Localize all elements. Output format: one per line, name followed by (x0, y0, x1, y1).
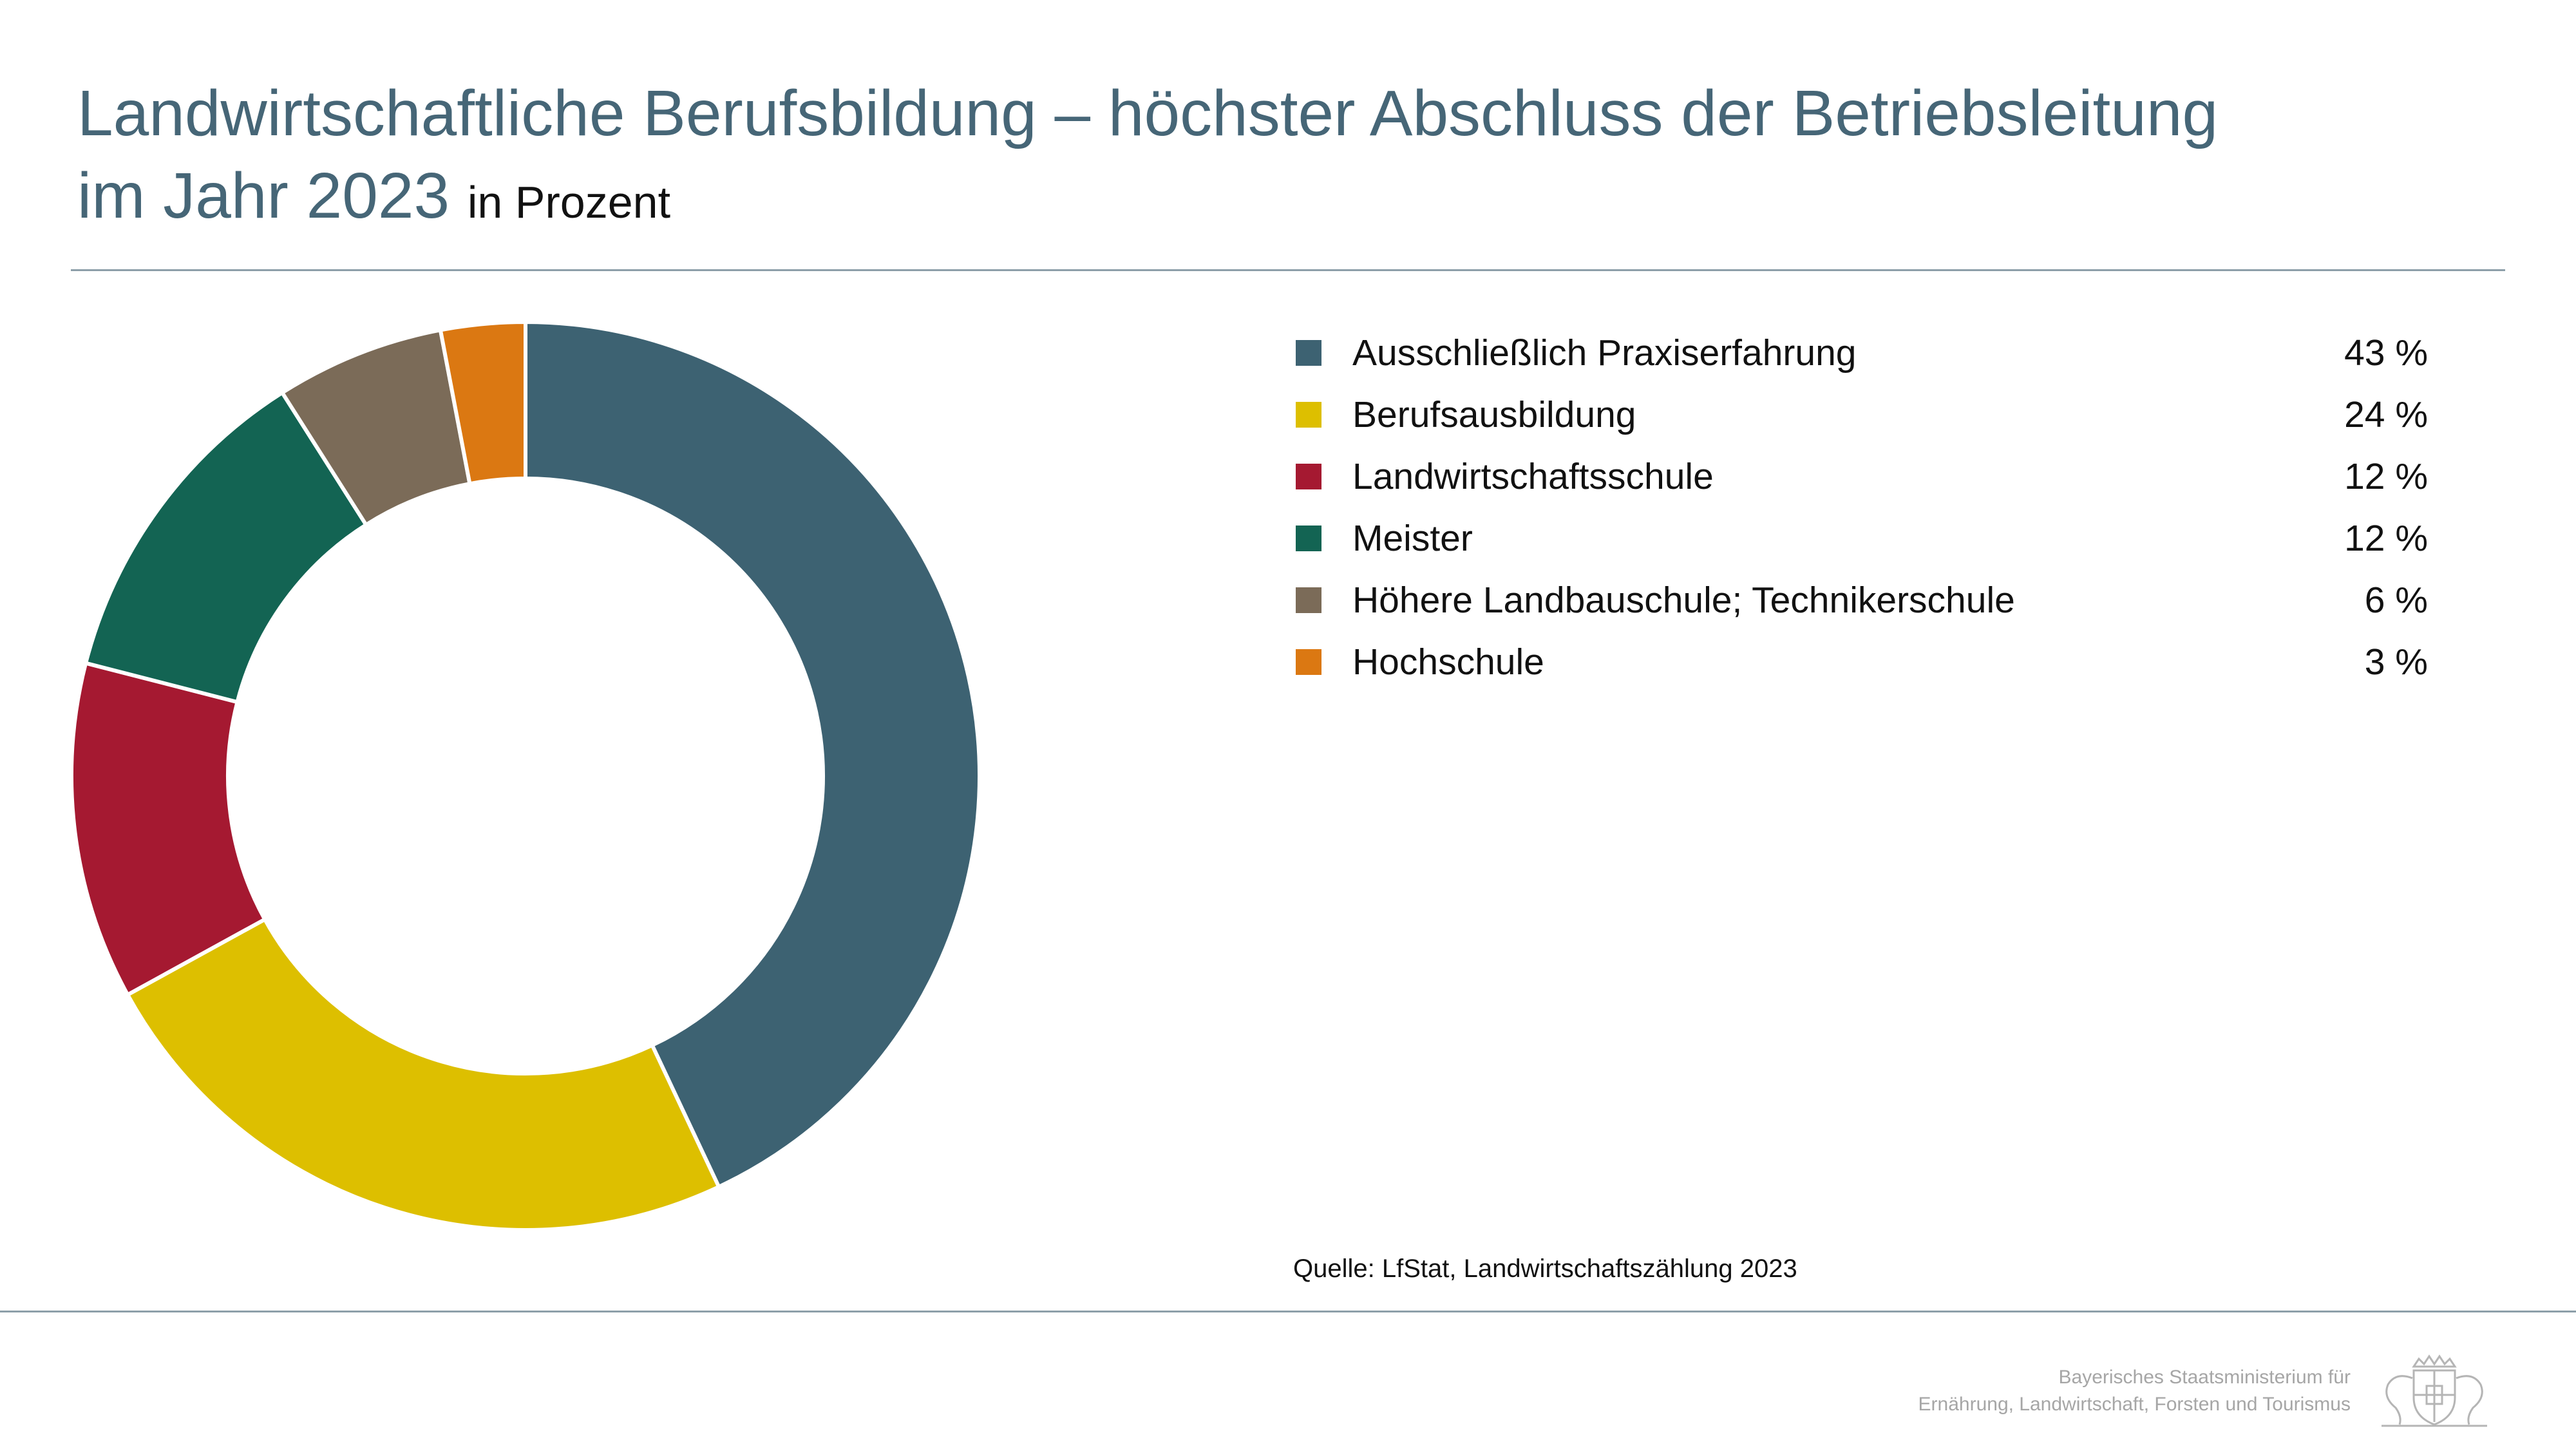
ministry-line2: Ernährung, Landwirtschaft, Forsten und T… (1918, 1394, 2351, 1415)
legend-item: Hochschule 3 % (1294, 631, 2428, 693)
donut-slice-1 (524, 320, 981, 1189)
legend-swatch (1296, 402, 1321, 428)
legend-label: Höhere Landbauschule; Technikerschule (1352, 580, 2015, 621)
legend-swatch (1296, 649, 1321, 675)
legend-swatch (1296, 587, 1321, 613)
legend-value: 12 % (2344, 456, 2428, 497)
legend-value: 43 % (2344, 332, 2428, 374)
chart-title-line1: Landwirtschaftliche Berufsbildung – höch… (77, 77, 2219, 149)
donut-slice-4 (84, 390, 368, 705)
top-divider (71, 269, 2505, 271)
chart-unit: in Prozent (467, 177, 671, 227)
legend-item: Ausschließlich Praxiserfahrung 43 % (1294, 322, 2428, 384)
chart-title-line2: im Jahr 2023 in Prozent (77, 155, 2396, 243)
legend-item: Meister 12 % (1294, 507, 2428, 569)
legend-value: 12 % (2344, 518, 2428, 559)
legend-value: 3 % (2364, 641, 2428, 683)
source-note: Quelle: LfStat, Landwirtschaftszählung 2… (1293, 1255, 1797, 1283)
legend-label: Berufsausbildung (1352, 394, 1636, 435)
legend-label: Ausschließlich Praxiserfahrung (1352, 332, 1857, 374)
donut-slice-6 (438, 320, 527, 486)
bottom-divider (0, 1311, 2576, 1312)
legend-label: Landwirtschaftsschule (1352, 456, 1714, 497)
legend-swatch (1296, 340, 1321, 366)
bavarian-coat-of-arms-icon (2382, 1354, 2487, 1427)
legend-item: Landwirtschaftsschule 12 % (1294, 446, 2428, 507)
legend-swatch (1296, 464, 1321, 489)
legend-swatch (1296, 526, 1321, 551)
legend-value: 6 % (2364, 580, 2428, 621)
chart-legend: Ausschließlich Praxiserfahrung 43 % Berufs… (1294, 322, 2428, 693)
legend-item: Höhere Landbauschule; Technikerschule 6 % (1294, 569, 2428, 631)
ministry-name: Bayerisches Staatsministerium für Ernähr… (1918, 1364, 2351, 1418)
donut-slice-2 (126, 917, 721, 1232)
donut-chart (70, 320, 981, 1232)
legend-label: Hochschule (1352, 641, 1544, 683)
chart-title: Landwirtschaftliche Berufsbildung – höch… (77, 72, 2396, 243)
legend-item: Berufsausbildung 24 % (1294, 384, 2428, 446)
ministry-line1: Bayerisches Staatsministerium für (2058, 1367, 2351, 1388)
legend-label: Meister (1352, 518, 1473, 559)
legend-value: 24 % (2344, 394, 2428, 435)
donut-slice-3 (70, 661, 267, 997)
chart-title-year: im Jahr 2023 (77, 160, 450, 232)
